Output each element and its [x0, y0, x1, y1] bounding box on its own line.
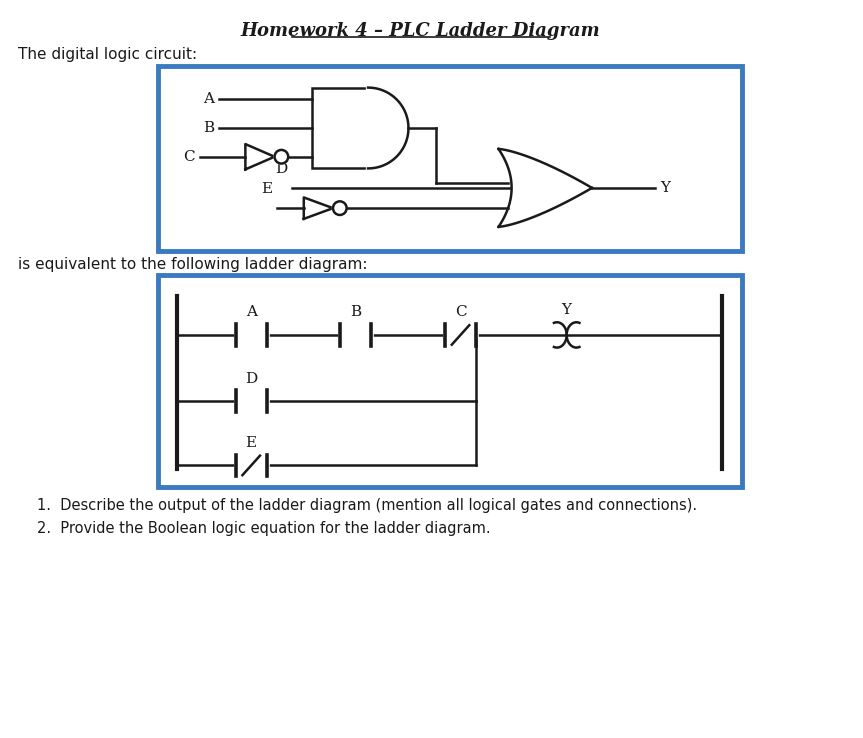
Circle shape: [333, 201, 347, 215]
Text: Y: Y: [562, 303, 571, 317]
Text: A: A: [203, 92, 214, 106]
Text: E: E: [261, 182, 273, 196]
Bar: [158, 275, 742, 487]
Text: The digital logic circuit:: The digital logic circuit:: [17, 46, 197, 62]
Text: D: D: [245, 371, 257, 385]
Text: B: B: [350, 306, 361, 320]
Text: 1.  Describe the output of the ladder diagram (mention all logical gates and con: 1. Describe the output of the ladder dia…: [37, 497, 697, 512]
Polygon shape: [499, 149, 592, 227]
Text: Homework 4 – PLC Ladder Diagram: Homework 4 – PLC Ladder Diagram: [241, 22, 601, 41]
Text: C: C: [455, 306, 466, 320]
Bar: [158, 66, 742, 251]
Circle shape: [274, 150, 288, 164]
Text: E: E: [246, 436, 257, 450]
Text: C: C: [183, 150, 195, 164]
Text: A: A: [246, 306, 256, 320]
Text: 2.  Provide the Boolean logic equation for the ladder diagram.: 2. Provide the Boolean logic equation fo…: [37, 521, 491, 536]
Text: D: D: [275, 162, 287, 176]
Bar: [312, 88, 368, 168]
Text: is equivalent to the following ladder diagram:: is equivalent to the following ladder di…: [17, 257, 367, 272]
Text: Y: Y: [660, 181, 671, 195]
Text: B: B: [203, 121, 214, 135]
